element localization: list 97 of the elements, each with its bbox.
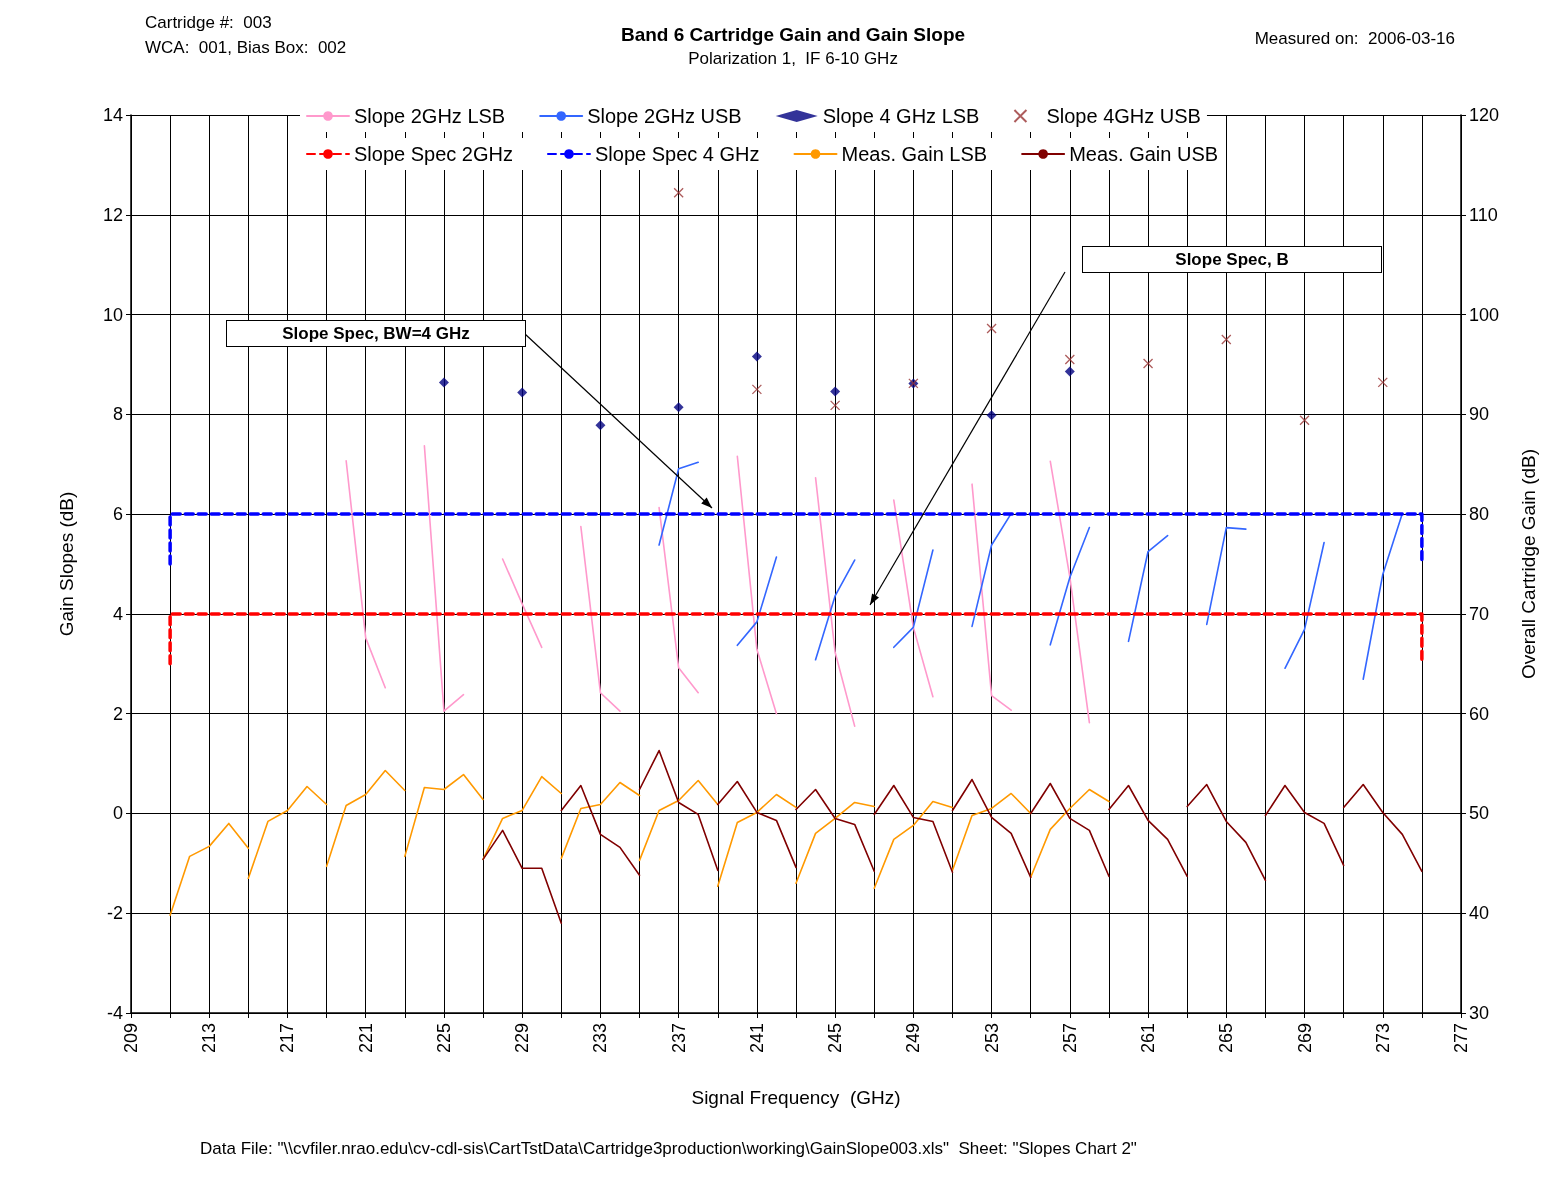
x-tick-label: 225 (433, 1023, 454, 1054)
annotation: Slope Spec, BW=4 GHz (282, 324, 470, 343)
legend-label: Meas. Gain LSB (841, 143, 988, 165)
label-box: Slope Spec, B (1082, 246, 1382, 273)
x-tick-label: 241 (746, 1023, 767, 1054)
line-series (560, 781, 641, 860)
point (1064, 366, 1075, 377)
point (986, 410, 997, 421)
legend-label: Slope 2GHz LSB (354, 105, 506, 127)
point (595, 420, 606, 431)
y2-tick-label: 90 (1469, 404, 1490, 425)
x-tick-label: 213 (199, 1023, 220, 1054)
line-series (795, 801, 876, 885)
y-tick-label: 12 (102, 204, 123, 225)
y2-tick-label: 100 (1469, 304, 1500, 325)
line-series (1186, 783, 1267, 882)
line-series (638, 779, 719, 862)
point (673, 187, 684, 198)
line-series (169, 822, 250, 917)
x-tick-label: 217 (277, 1023, 298, 1054)
point (986, 323, 997, 334)
point (751, 351, 762, 362)
point (517, 387, 528, 398)
line-series (951, 792, 1032, 872)
line-series (560, 784, 641, 877)
point (673, 402, 684, 413)
x-tick-label: 233 (590, 1023, 611, 1054)
point (751, 384, 763, 395)
y2-tick-label: 110 (1469, 204, 1498, 225)
y-tick-label: 2 (112, 703, 123, 724)
text: Measured on: 2006-03-16 (1254, 29, 1455, 48)
point (1221, 334, 1232, 345)
y2-tick-label: 80 (1469, 504, 1490, 525)
text: Data File: "\\cvfiler.nrao.edu\cv-cdl-sis\CartTstData\Cartridge3production\working\GainSlope003.xls" Sheet: "Slopes Chart 2" (200, 1139, 1137, 1158)
point (1064, 354, 1075, 365)
text: WCA: 001, Bias Box: 002 (145, 38, 347, 57)
legend-label: Slope Spec 2GHz (354, 143, 513, 165)
y2-tick-label: 60 (1469, 703, 1490, 724)
line-series (482, 829, 563, 924)
y2-tick-label: 50 (1469, 803, 1490, 824)
point (830, 386, 841, 397)
y-tick-label: 6 (112, 504, 123, 525)
y2-tick-label: 120 (1469, 105, 1500, 125)
line-series (873, 800, 954, 890)
x-tick-label: 261 (1138, 1023, 1159, 1054)
legend-label: Slope 4 GHz LSB (822, 105, 980, 127)
legend-label: Slope Spec 4 GHz (594, 143, 760, 165)
y-axis-title: Gain Slopes (dB) (56, 491, 77, 637)
chart-title: Band 6 Cartridge Gain and Gain Slope (620, 24, 966, 45)
point (829, 400, 841, 411)
line-series (951, 778, 1032, 879)
annotation: Slope Spec, B (1175, 250, 1289, 269)
legend-label: Meas. Gain USB (1069, 143, 1219, 165)
line-series (1108, 784, 1188, 878)
x-tick-label: 253 (981, 1023, 1002, 1054)
line-series (638, 749, 719, 872)
x-tick-label: 269 (1294, 1023, 1315, 1054)
x-tick-label: 245 (825, 1023, 846, 1054)
y-tick-label: 0 (112, 803, 123, 824)
point (438, 377, 449, 388)
x-tick-label: 229 (512, 1023, 533, 1054)
line-series (795, 788, 876, 873)
line-series (873, 784, 954, 874)
point (1299, 415, 1310, 426)
line-series (716, 793, 797, 888)
y2-tick-label: 70 (1469, 603, 1490, 624)
line-series (404, 773, 484, 858)
legend-label: Slope 2GHz USB (587, 105, 742, 127)
x-tick-label: 237 (668, 1023, 689, 1054)
x-tick-label: 277 (1451, 1023, 1471, 1054)
y-tick-label: 8 (112, 404, 123, 425)
x-tick-label: 249 (903, 1023, 924, 1054)
line-series (1264, 784, 1345, 867)
y-tick-label: 14 (102, 105, 123, 125)
x-axis-title: Signal Frequency (GHz) (691, 1087, 901, 1108)
x-tick-label: 257 (1059, 1023, 1080, 1054)
line-series (325, 769, 406, 868)
y-tick-label: -4 (106, 1003, 123, 1023)
label-box: Slope Spec, BW=4 GHz (226, 320, 526, 347)
y-tick-label: 4 (112, 603, 123, 624)
point (1377, 377, 1388, 388)
legend-label: Slope 4GHz USB (1046, 105, 1201, 127)
line-series (1342, 783, 1423, 873)
chart-subtitle: Polarization 1, IF 6-10 GHz (688, 49, 898, 68)
x-tick-label: 221 (355, 1023, 376, 1054)
x-tick-label: 273 (1372, 1023, 1393, 1054)
point (1142, 358, 1154, 369)
x-tick-label: 209 (121, 1023, 141, 1054)
y-tick-label: -2 (106, 903, 123, 924)
y2-tick-label: 30 (1469, 1003, 1490, 1023)
text: Cartridge #: 003 (145, 13, 272, 32)
y-tick-label: 10 (102, 304, 123, 325)
x-tick-label: 265 (1216, 1023, 1237, 1054)
y2-tick-label: 40 (1469, 903, 1490, 924)
y2-axis-title: Overall Cartridge Gain (dB) (1518, 448, 1539, 680)
line-series (716, 780, 797, 869)
line-series (247, 785, 328, 880)
